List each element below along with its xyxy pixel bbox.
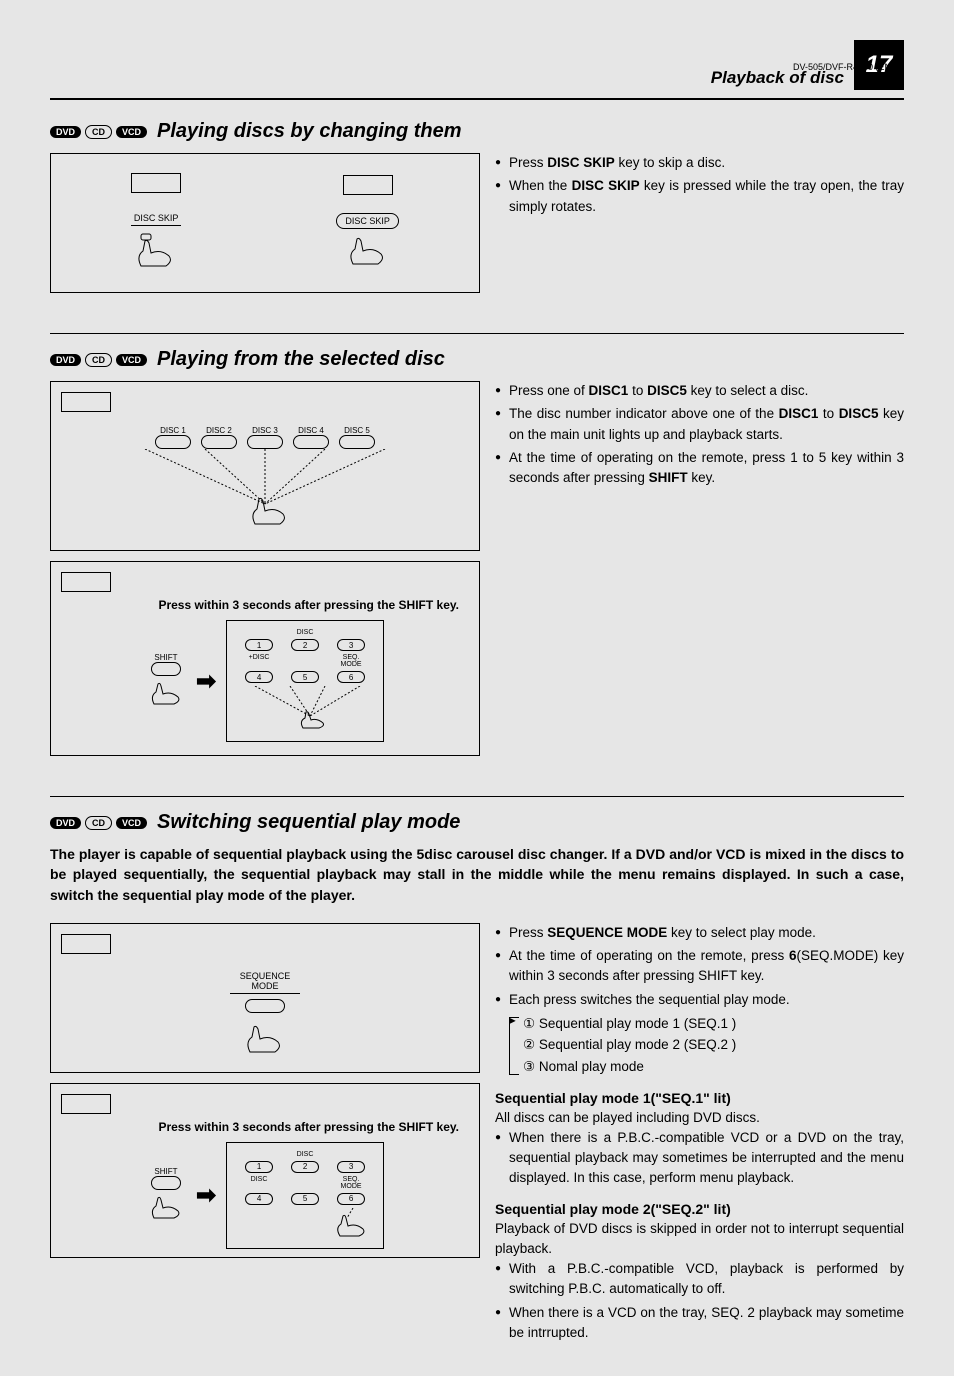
section-disc-skip: DVD CD VCD Playing discs by changing the… <box>50 120 904 303</box>
section-title: Playing from the selected disc <box>157 348 445 371</box>
unit-disc-skip-label: DISC SKIP <box>131 211 181 226</box>
hand-icon <box>146 1190 186 1220</box>
remote-disc-skip-button: DISC SKIP <box>336 213 399 229</box>
bullet-text: Press one of DISC1 to DISC5 key to selec… <box>495 381 904 401</box>
divider <box>50 796 904 797</box>
remote-number-grid: DISC 1 2 3 +DISC SEQ. MODE <box>226 620 384 742</box>
mode-list: ► ① Sequential play mode 1 (SEQ.1 ) ② Se… <box>523 1013 904 1078</box>
section-sequential: DVD CD VCD Switching sequential play mod… <box>50 811 904 1346</box>
bullet-text: Press SEQUENCE MODE key to select play m… <box>495 923 904 943</box>
divider <box>50 333 904 334</box>
mode-item: ③ Nomal play mode <box>523 1056 904 1078</box>
sequence-mode-label: SEQUENCE MODE <box>230 969 300 994</box>
pill-vcd: VCD <box>116 126 147 138</box>
diagram-seq-unit: SEQUENCE MODE <box>50 923 480 1073</box>
pill-dvd: DVD <box>50 354 81 366</box>
diagram-disc-select-unit: DISC 1 DISC 2 DISC 3 DISC 4 DISC 5 <box>50 381 480 551</box>
lines-icon <box>115 449 415 529</box>
pill-cd: CD <box>85 125 112 139</box>
page-header: Playback of disc 17 <box>50 40 904 100</box>
bullet-text: When there is a VCD on the tray, SEQ. 2 … <box>495 1303 904 1344</box>
diagram-disc-skip: DISC SKIP DISC SKIP <box>50 153 480 293</box>
bullet-text: At the time of operating on the remote, … <box>495 448 904 489</box>
hand-icon <box>146 676 186 706</box>
pill-cd: CD <box>85 353 112 367</box>
diagram-caption: Press within 3 seconds after pressing th… <box>61 598 469 612</box>
section-title: Playing discs by changing them <box>157 120 462 143</box>
section-title: Switching sequential play mode <box>157 811 460 834</box>
body-text: All discs can be played including DVD di… <box>495 1108 904 1128</box>
bullet-text: The disc number indicator above one of t… <box>495 404 904 445</box>
bullet-text: With a P.B.C.-compatible VCD, playback i… <box>495 1259 904 1300</box>
hand-icon <box>343 229 393 269</box>
hand-icon <box>240 1017 290 1057</box>
bullet-text: When there is a P.B.C.-compatible VCD or… <box>495 1128 904 1189</box>
remote-number-grid: DISC 1 2 3 DISC SEQ. MODE <box>226 1142 384 1249</box>
diagram-seq-remote: Press within 3 seconds after pressing th… <box>50 1083 480 1258</box>
hand-icon <box>131 231 181 271</box>
bullet-text: Press DISC SKIP key to skip a disc. <box>495 153 904 173</box>
arrow-right-icon: ➡ <box>196 667 216 696</box>
pill-cd: CD <box>85 816 112 830</box>
subheading: Sequential play mode 2("SEQ.2" lit) <box>495 1201 904 1217</box>
subheading: Sequential play mode 1("SEQ.1" lit) <box>495 1090 904 1106</box>
lines-icon <box>235 686 375 731</box>
pill-vcd: VCD <box>116 354 147 366</box>
diagram-disc-select-remote: Press within 3 seconds after pressing th… <box>50 561 480 756</box>
hand-icon <box>235 1208 375 1238</box>
bullet-text: When the DISC SKIP key is pressed while … <box>495 176 904 217</box>
bullet-text: Each press switches the sequential play … <box>495 990 904 1010</box>
diagram-caption: Press within 3 seconds after pressing th… <box>61 1120 469 1134</box>
pill-dvd: DVD <box>50 817 81 829</box>
section-selected-disc: DVD CD VCD Playing from the selected dis… <box>50 348 904 766</box>
body-text: Playback of DVD discs is skipped in orde… <box>495 1219 904 1260</box>
pill-dvd: DVD <box>50 126 81 138</box>
model-code: DV-505/DVF-R4050 (EN) <box>793 62 894 72</box>
mode-item: ② Sequential play mode 2 (SEQ.2 ) <box>523 1034 904 1056</box>
section-intro: The player is capable of sequential play… <box>50 844 904 905</box>
bullet-text: At the time of operating on the remote, … <box>495 946 904 987</box>
arrow-right-icon: ➡ <box>196 1181 216 1210</box>
pill-vcd: VCD <box>116 817 147 829</box>
mode-item: ① Sequential play mode 1 (SEQ.1 ) <box>523 1013 904 1035</box>
